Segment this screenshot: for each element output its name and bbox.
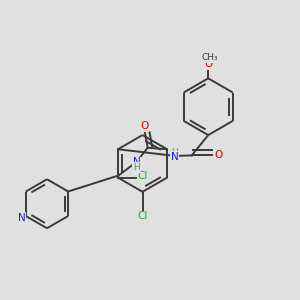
Text: N: N — [133, 158, 141, 167]
Text: H: H — [134, 163, 140, 172]
Text: H: H — [171, 148, 178, 157]
Text: O: O — [214, 150, 222, 160]
Text: O: O — [140, 121, 148, 131]
Text: O: O — [204, 59, 212, 69]
Text: CH₃: CH₃ — [201, 53, 218, 62]
Text: N: N — [171, 152, 178, 162]
Text: Cl: Cl — [137, 171, 148, 182]
Text: Cl: Cl — [137, 211, 148, 221]
Text: N: N — [18, 213, 26, 223]
